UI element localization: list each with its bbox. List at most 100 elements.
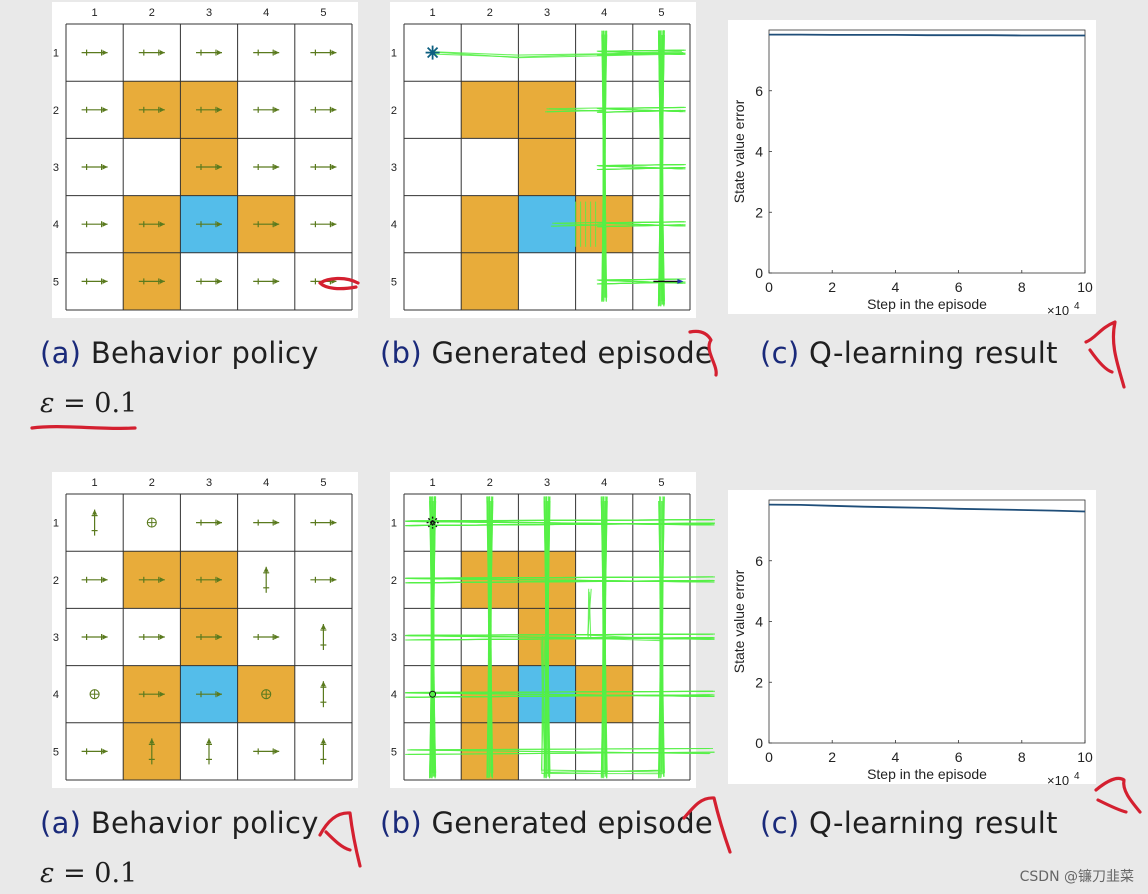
arrowhead-right-icon [102,577,108,583]
y-tick-label: 0 [755,265,763,281]
trajectory-line [540,635,662,774]
trajectory-line [587,588,664,642]
arrowhead-up-icon [320,681,326,687]
forbidden-cell [461,252,519,310]
col-label: 5 [658,477,664,489]
final-arrowhead-icon [677,278,684,284]
arrowhead-up-icon [206,738,212,744]
y-tick-label: 6 [755,553,763,569]
y-tick-label: 2 [755,204,763,220]
end-circle-icon [429,690,437,698]
trajectory-line [598,222,686,227]
check-annotation-1 [318,811,362,868]
arrowhead-up-icon [149,738,155,744]
arrowhead-right-icon [274,278,280,284]
arrowhead-right-icon [159,50,165,56]
trajectory-line [550,224,607,227]
x-axis-label: Step in the episode [867,296,987,312]
trajectory-line [596,278,685,281]
caption-b-label-2: (b) [380,806,422,840]
col-label: 5 [320,7,326,19]
epsilon-symbol-1: ε [40,388,55,419]
caption-a-label-2: (a) [40,806,82,840]
caption-c-label-2: (c) [760,806,800,840]
col-label: 5 [320,477,326,489]
trajectory-line [548,107,603,110]
start-asterisk-icon [427,517,438,528]
col-label: 1 [430,477,436,489]
col-label: 1 [92,477,98,489]
hook-annotation-3 [1094,776,1142,814]
arrowhead-right-icon [102,634,108,640]
arrowhead-right-icon [274,50,280,56]
arrowhead-right-icon [274,164,280,170]
x-tick-label: 10 [1077,279,1093,295]
col-label: 4 [601,477,607,489]
arrowhead-up-icon [263,566,269,572]
col-label: 4 [263,477,269,489]
watermark: CSDN @镰刀韭菜 [1019,869,1134,885]
y-tick-label: 0 [755,735,763,751]
arrowhead-up-icon [92,509,98,515]
y-tick-label: 4 [755,614,763,630]
x-tick-label: 8 [1018,279,1026,295]
trajectory-line [410,519,712,522]
caption-c-text-2: Q-learning result [809,806,1058,840]
col-label: 1 [92,7,98,19]
arrowhead-right-icon [274,748,280,754]
trajectory-line [596,106,685,109]
trajectory-line [405,522,713,527]
caption-b-text-2: Generated episode [431,806,714,840]
x-axis-label: Step in the episode [867,766,987,782]
trajectory-line [658,34,663,305]
arrowhead-right-icon [217,164,222,170]
arrowhead-right-icon [102,164,108,170]
trajectory-line [409,579,714,584]
row-label: 1 [53,518,59,530]
row-label: 2 [391,575,397,587]
x-tick-label: 2 [828,749,836,765]
trajectory-line [407,690,711,694]
row-label: 2 [391,105,397,117]
policy-panel-1: 1 2 3 4 5 1 2 3 4 5 [52,2,358,318]
series-line [768,503,1086,513]
x-tick-label: 6 [955,749,963,765]
arrowhead-right-icon [274,634,280,640]
col-label: 3 [544,477,550,489]
arrowhead-up-icon [320,738,326,744]
x-tick-label: 2 [828,279,836,295]
row-label: 3 [391,632,397,644]
arrowhead-right-icon [331,221,337,227]
row-label: 4 [53,689,59,701]
col-label: 3 [206,477,212,489]
row-label: 1 [391,518,397,530]
caption-b-2: (b) Generated episode [380,806,713,840]
arrowhead-right-icon [331,278,337,284]
trajectory-line [596,221,685,224]
arrowhead-right-icon [331,164,337,170]
trajectory-line [598,165,686,170]
arrowhead-right-icon [102,278,108,284]
row-label: 5 [391,746,397,758]
caption-a-text-2: Behavior policy [90,806,319,840]
x-multiplier: ×10 [1047,303,1069,318]
arrowhead-right-icon [217,221,222,227]
arrowhead-right-icon [159,634,165,640]
trajectory-line [405,577,715,583]
row-label: 4 [391,219,397,231]
caption-c-2: (c) Q-learning result [760,806,1058,840]
epsilon-symbol-2: ε [40,858,55,889]
trajectory-line [432,51,685,59]
forbidden-cell [461,81,519,139]
col-label: 2 [487,477,493,489]
trajectory-line [602,34,608,301]
col-label: 3 [206,7,212,19]
arrowhead-right-icon [159,221,165,227]
y-tick-label: 6 [755,83,763,99]
x-multiplier-exp: 4 [1074,771,1080,782]
trajectory-line [596,49,685,52]
arrowhead-right-icon [274,107,280,113]
row-label: 2 [53,575,59,587]
trajectory-line [587,588,662,640]
